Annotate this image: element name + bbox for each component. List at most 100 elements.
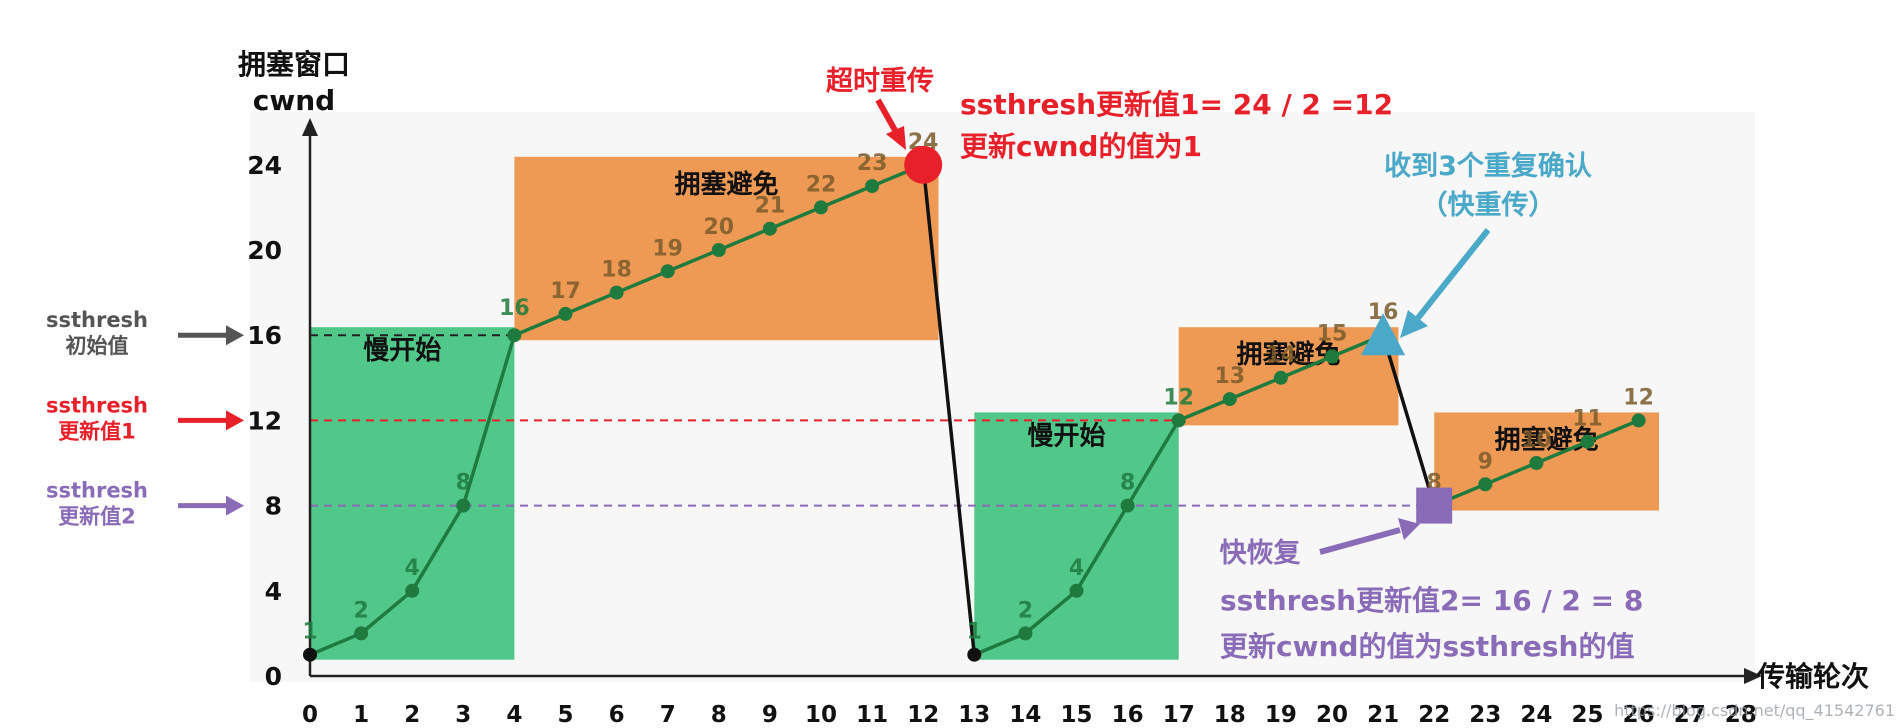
timeout-note-line1: ssthresh更新值1= 24 / 2 =12 (960, 88, 1393, 121)
y-axis-title-line1: 拥塞窗口 (238, 48, 350, 81)
series-segment (1484, 461, 1538, 486)
dupack-note-line1: 收到3个重复确认 (1384, 150, 1592, 182)
x-tick-label: 8 (711, 702, 727, 728)
fast-recovery-arrow-head (1398, 518, 1420, 540)
series-segment (973, 631, 1027, 657)
series-segment (820, 184, 873, 210)
data-value-label: 9 (1478, 449, 1493, 474)
x-tick-label: 13 (958, 702, 990, 728)
data-value-label: 1 (967, 620, 982, 645)
y-tick-label: 0 (265, 662, 282, 691)
data-point (1478, 477, 1493, 492)
x-tick-label: 10 (805, 702, 837, 728)
dupack-note-line2: （快重传） (1421, 190, 1556, 221)
threshold-label-line2-1: 更新值1 (58, 419, 136, 443)
x-tick-label: 21 (1367, 702, 1399, 728)
x-tick-label: 15 (1060, 702, 1092, 728)
x-tick-label: 11 (856, 702, 888, 728)
data-point (303, 647, 317, 662)
data-point (1631, 413, 1646, 428)
region-box-0 (310, 327, 515, 660)
data-point (1069, 583, 1084, 598)
watermark: https://blog.csdn.net/qq_41542761 (1614, 701, 1895, 721)
y-tick-label: 16 (247, 321, 282, 350)
series-segment (461, 334, 517, 507)
timeout-marker (904, 145, 943, 184)
data-point (1580, 434, 1595, 449)
data-point (1171, 413, 1186, 428)
x-tick-label: 26 (1623, 702, 1655, 728)
fast-recovery-note-line1: ssthresh更新值2= 16 / 2 = 8 (1220, 584, 1643, 617)
data-point (558, 306, 573, 321)
series-segment (564, 290, 618, 316)
series-segment (1178, 397, 1231, 423)
data-value-label: 11 (1572, 407, 1603, 432)
x-tick-label: 22 (1418, 702, 1450, 728)
data-point (1273, 370, 1288, 385)
fast-recovery-marker (1416, 487, 1453, 524)
data-point (405, 583, 420, 598)
x-tick-label: 28 (1725, 702, 1757, 728)
x-tick-label: 24 (1520, 702, 1552, 728)
data-point (456, 498, 471, 513)
region-label-1: 拥塞避免 (674, 169, 778, 200)
threshold-label-line2-2: 更新值2 (58, 505, 136, 529)
series-segment (1381, 334, 1436, 507)
timeout-note-line2: 更新cwnd的值为1 (960, 130, 1202, 163)
x-tick-label: 5 (557, 702, 573, 728)
threshold-arrow-head-2 (226, 495, 244, 516)
x-tick-label: 6 (609, 702, 625, 728)
x-tick-label: 25 (1571, 702, 1603, 728)
x-tick-label: 0 (302, 702, 318, 728)
fast-recovery-label: 快恢复 (1220, 538, 1302, 569)
data-value-label: 8 (1120, 471, 1135, 496)
data-value-label: 8 (456, 471, 471, 496)
y-axis-title-line2: cwnd (253, 84, 335, 117)
x-tick-label: 4 (506, 702, 522, 728)
x-tick-label: 17 (1163, 702, 1195, 728)
region-label-3: 拥塞避免 (1237, 339, 1341, 370)
x-tick-label: 7 (660, 702, 676, 728)
threshold-label-line2-0: 初始值 (66, 334, 129, 358)
data-value-label: 2 (353, 598, 368, 623)
series-segment (1126, 419, 1181, 507)
dupack-arrow-shaft (1415, 228, 1491, 320)
data-point (1120, 498, 1135, 513)
data-point (711, 243, 726, 257)
x-axis-arrow (1744, 668, 1762, 684)
threshold-label-line1-2: ssthresh (46, 479, 148, 503)
x-tick-label: 1 (353, 702, 369, 728)
series-segment (1229, 376, 1282, 401)
data-value-label: 4 (405, 556, 420, 581)
data-value-label: 10 (1521, 428, 1552, 453)
data-value-label: 13 (1214, 364, 1245, 389)
x-tick-label: 9 (762, 702, 778, 728)
x-tick-label: 14 (1009, 702, 1041, 728)
y-tick-label: 20 (247, 236, 282, 265)
data-value-label: 19 (652, 236, 683, 261)
x-tick-label: 19 (1265, 702, 1297, 728)
data-value-label: 18 (601, 258, 632, 283)
series-segment (1535, 440, 1589, 465)
data-value-label: 2 (1018, 598, 1033, 623)
data-value-label: 20 (703, 215, 734, 240)
data-point (609, 285, 624, 300)
data-point (354, 626, 369, 641)
data-value-label: 15 (1317, 322, 1348, 347)
data-value-label: 12 (1163, 385, 1194, 410)
data-value-label: 22 (806, 172, 837, 197)
data-value-label: 17 (550, 279, 581, 304)
data-point (1018, 626, 1033, 641)
x-tick-label: 27 (1674, 702, 1706, 728)
dupack-arrow-head (1400, 310, 1428, 338)
series-segment (1280, 354, 1333, 380)
fast-retransmit-marker (1361, 313, 1406, 356)
data-point (1529, 456, 1544, 470)
y-axis-arrow (302, 118, 318, 136)
data-value-label: 12 (1623, 385, 1654, 410)
x-tick-label: 20 (1316, 702, 1348, 728)
series-segment (513, 312, 567, 337)
data-value-label: 16 (499, 296, 530, 321)
x-tick-label: 3 (455, 702, 471, 728)
data-point (967, 647, 982, 662)
